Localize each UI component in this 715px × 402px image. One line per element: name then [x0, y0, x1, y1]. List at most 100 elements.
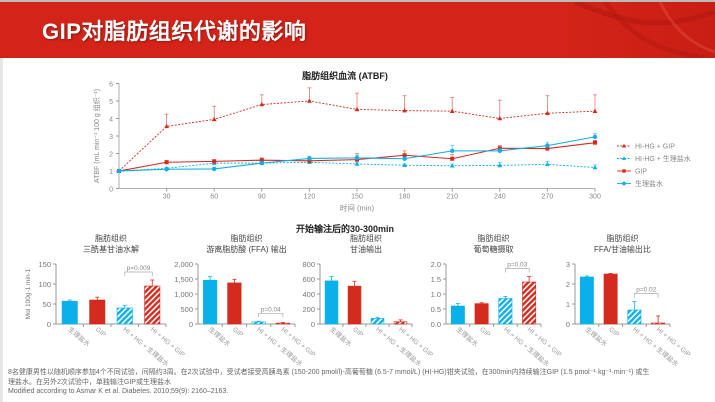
y-tick-label: 1,000	[174, 290, 193, 299]
x-tick-label: 150	[351, 194, 363, 201]
y-tick-label: 1	[566, 300, 570, 309]
bar	[89, 299, 106, 325]
legend-marker	[622, 143, 626, 148]
data-point	[545, 161, 550, 167]
data-point	[402, 156, 407, 161]
data-point	[497, 148, 502, 154]
page-title: GIP对脂肪组织代谢的影响	[42, 19, 307, 44]
significance-bracket	[258, 312, 284, 318]
bar	[203, 279, 218, 325]
x-tick-label: 生理盐水	[66, 325, 92, 349]
bar	[603, 273, 618, 325]
legend-label: HI-HG + GIP	[635, 144, 675, 151]
data-point	[402, 162, 407, 168]
data-point	[545, 110, 550, 116]
x-tick-label: GIP	[478, 326, 491, 339]
y-tick-label: 500	[180, 305, 193, 314]
y-tick-label: 1	[109, 169, 113, 176]
y-tick-label: 0.0	[431, 320, 441, 329]
bar	[347, 285, 362, 325]
x-tick-label: 生理盐水	[328, 325, 354, 349]
footnote: 8名健康男性以随机顺序参加4个不同试验，间隔约3周。在2次试验中，受试者接受高胰…	[8, 368, 698, 397]
data-point	[449, 163, 455, 168]
bar	[651, 322, 666, 325]
bar	[144, 285, 161, 325]
significance-bracket	[124, 271, 153, 276]
left-edge	[0, 58, 3, 402]
y-tick-label: 2	[566, 280, 570, 289]
y-axis-label: ATBF (mL min⁻¹ 100 g 组织⁻¹)	[92, 89, 101, 183]
data-point	[259, 101, 265, 107]
y-tick-label: 50	[43, 300, 51, 309]
data-point	[116, 168, 122, 174]
x-tick-label: GIP	[351, 326, 364, 339]
data-point	[497, 162, 503, 168]
bar	[498, 298, 513, 325]
bar	[393, 321, 408, 325]
footnote-line-1: 8名健康男性以随机顺序参加4个不同试验，间隔约3周。在2次试验中，受试者接受高胰…	[8, 369, 650, 376]
x-tick-label: 210	[446, 194, 458, 201]
panel-title-line: 三酰基甘油水解	[83, 244, 139, 254]
data-point	[497, 115, 503, 121]
y-tick-label: 0	[311, 320, 315, 329]
data-point	[259, 158, 264, 163]
x-tick-label: 180	[399, 194, 411, 201]
panel-title-line: 脂肪组织	[95, 233, 127, 243]
y-tick-label: 0.5	[431, 305, 441, 314]
bar	[579, 276, 594, 325]
x-tick-label: 60	[210, 194, 218, 201]
panel-title-line: 脂肪组织	[231, 233, 263, 243]
y-tick-label: 1.0	[431, 290, 441, 299]
data-point	[354, 106, 360, 112]
x-tick-label: 90	[258, 194, 266, 201]
footnote-citation: Modified according to Asmar K et al. Dia…	[8, 388, 229, 395]
data-point	[307, 158, 312, 163]
data-point	[545, 143, 550, 148]
p-value-label: p=0.04	[261, 306, 281, 313]
bar	[324, 280, 339, 325]
legend-item-3: 生理盐水	[617, 179, 663, 188]
data-point	[164, 167, 169, 172]
p-value-label: p=0.02	[636, 287, 656, 294]
data-point	[354, 155, 360, 161]
bar-section-title: 开始输注后的30-300min	[296, 223, 394, 234]
legend-item-2: GIP	[617, 169, 647, 176]
data-point	[450, 156, 455, 161]
dna-helix-decoration-icon	[574, 2, 715, 58]
y-tick-label: 4	[109, 117, 113, 124]
panel-title-line: 脂肪组织	[478, 233, 510, 243]
legend-marker	[622, 181, 626, 186]
bar	[474, 303, 489, 325]
y-tick-label: 100	[38, 280, 51, 289]
x-tick-label: GIP	[607, 326, 620, 339]
data-point	[592, 108, 598, 113]
x-axis-label: 时间 (min)	[340, 203, 375, 213]
y-tick-label: 3	[109, 134, 113, 141]
y-tick-label: 2.0	[431, 260, 441, 269]
y-tick-label: 2	[109, 152, 113, 159]
bar	[627, 309, 642, 325]
data-point	[164, 160, 169, 165]
bar	[61, 300, 78, 325]
p-value-label: p=0.009	[127, 265, 151, 272]
data-point	[592, 134, 598, 140]
bar	[251, 321, 266, 325]
y-tick-label: 600	[302, 275, 315, 284]
panel-title-line: FFA/甘油输出比	[594, 244, 651, 254]
x-tick-label: 270	[542, 194, 554, 201]
data-point	[592, 164, 598, 170]
legend-marker	[622, 156, 626, 160]
legend-item-1: HI-HG + 生理盐水	[617, 154, 691, 163]
panel-title-line: 游离脂肪酸 (FFA) 输出	[206, 244, 286, 254]
bar	[522, 281, 537, 325]
panel-title-line: 脂肪组织	[607, 233, 639, 243]
bar	[116, 307, 133, 325]
y-tick-label: 0	[189, 320, 193, 329]
panel-title-line: 甘油输出	[350, 244, 382, 254]
bar	[227, 282, 242, 325]
legend-label: 生理盐水	[635, 179, 663, 188]
